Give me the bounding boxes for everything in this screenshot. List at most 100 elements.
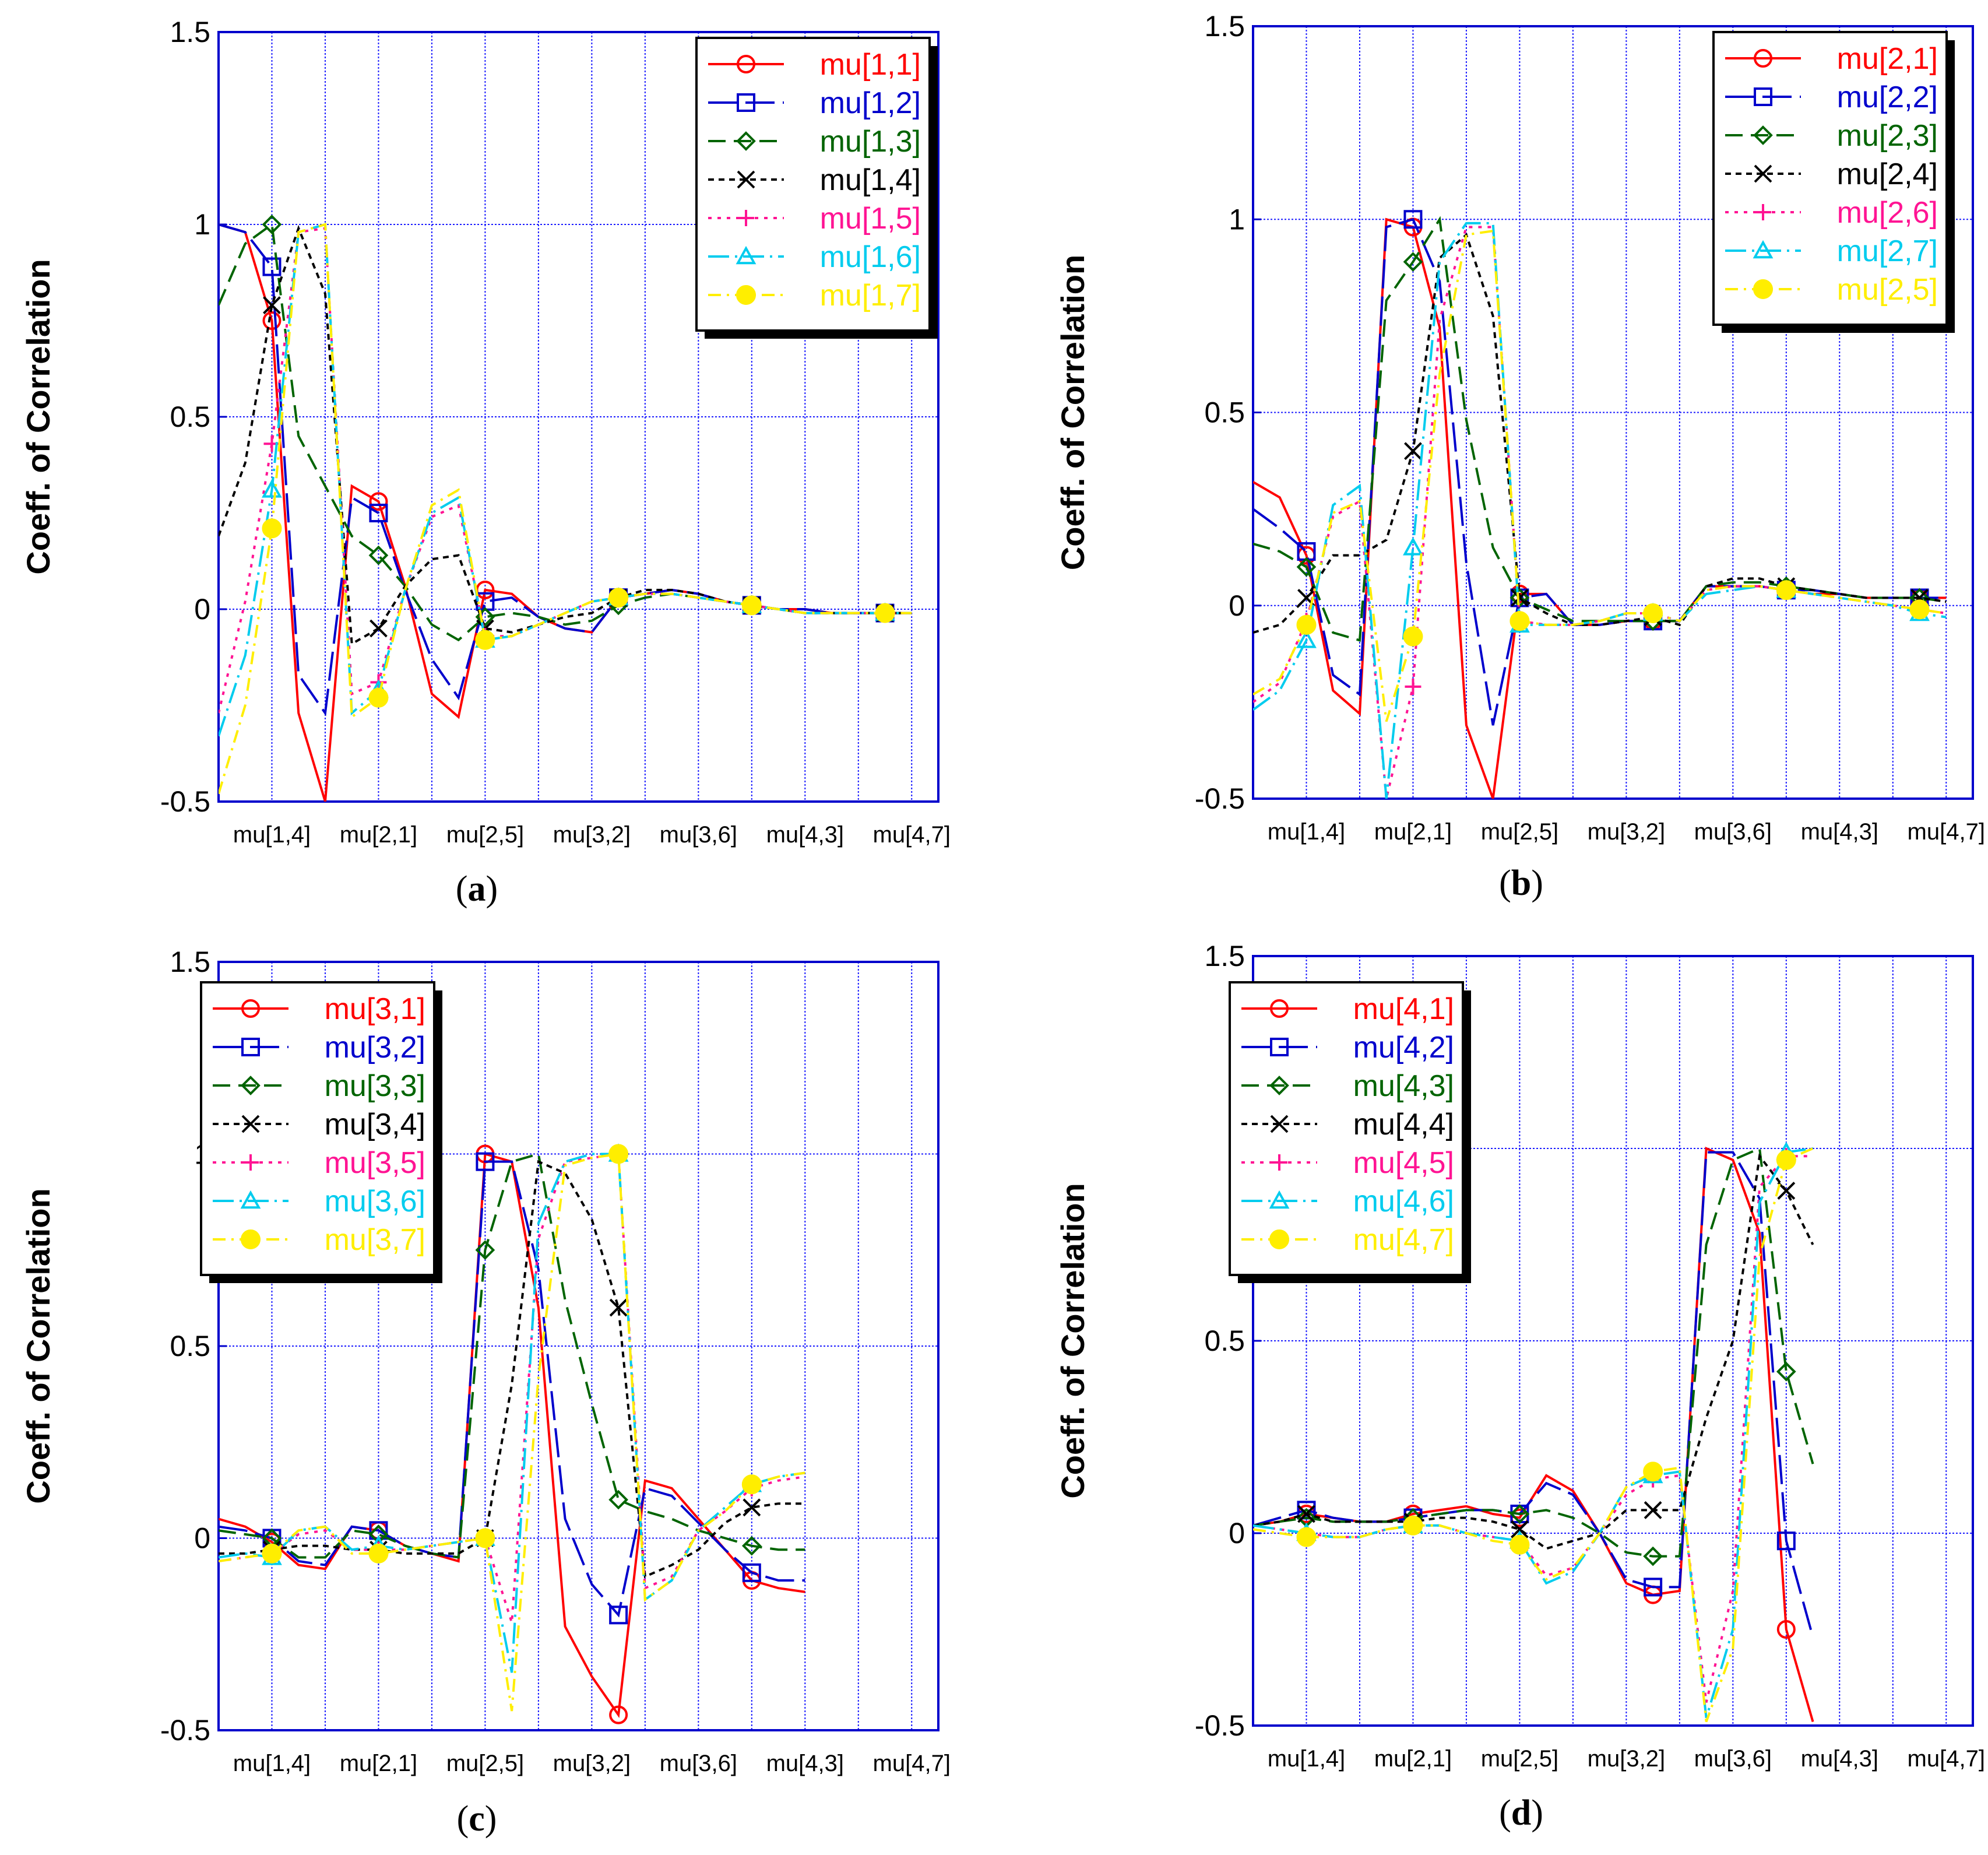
legend-label: mu[1,1] — [820, 48, 921, 82]
data-point — [1776, 580, 1796, 600]
data-point — [1776, 1620, 1796, 1639]
y-tick-label: 1.5 — [170, 946, 210, 978]
legend-label: mu[1,6] — [820, 240, 921, 274]
series-line-mu[2,5] — [1253, 229, 1947, 722]
legend-label: mu[2,1] — [1837, 42, 1938, 76]
x-tick-label: mu[3,6] — [1694, 819, 1772, 845]
legend-label: mu[3,2] — [325, 1031, 425, 1064]
data-point — [1510, 1520, 1529, 1538]
legend-marker — [242, 1154, 259, 1171]
series-group — [219, 1143, 805, 1724]
legend-label: mu[3,4] — [325, 1108, 425, 1141]
x-tick-label: mu[4,7] — [1908, 1746, 1985, 1772]
data-point — [608, 1489, 628, 1510]
legend-marker — [241, 1076, 261, 1095]
legend-label: mu[1,5] — [820, 202, 921, 236]
x-tick-label: mu[2,1] — [340, 822, 417, 848]
data-point — [609, 1705, 628, 1724]
series-line-mu[3,7] — [219, 1153, 805, 1712]
y-tick-label: 0 — [194, 593, 210, 626]
x-tick-label: mu[4,7] — [873, 1751, 951, 1776]
series-line-mu[4,6] — [1253, 1147, 1813, 1719]
data-point — [1296, 630, 1317, 648]
legend-marker — [738, 210, 754, 226]
data-point — [1510, 1534, 1530, 1555]
legend-marker — [241, 1229, 261, 1249]
data-point — [1644, 1501, 1662, 1519]
data-point — [743, 1498, 761, 1517]
series-line-mu[3,2] — [219, 1160, 805, 1618]
series-line-mu[4,5] — [1253, 1155, 1813, 1703]
data-point — [741, 1474, 762, 1495]
legend-marker — [1754, 87, 1772, 106]
data-point — [875, 603, 895, 623]
x-tick-label: mu[3,2] — [1588, 1746, 1665, 1772]
legend-marker — [1270, 1038, 1289, 1056]
data-point — [476, 1152, 495, 1171]
data-point — [608, 1144, 629, 1164]
y-axis-label: Coeff. of Correlation — [20, 259, 57, 574]
y-tick-label: -0.5 — [160, 785, 210, 818]
legend-label: mu[4,5] — [1353, 1146, 1454, 1180]
data-point — [1909, 599, 1930, 620]
legend-marker — [736, 245, 757, 265]
data-point — [368, 1543, 389, 1564]
legend-marker — [1753, 240, 1774, 259]
series-line-mu[4,4] — [1253, 1153, 1814, 1550]
legend-label: mu[2,2] — [1837, 80, 1938, 114]
data-point — [262, 1543, 282, 1564]
data-point — [1403, 537, 1423, 556]
x-tick-label: mu[2,5] — [446, 1751, 524, 1776]
data-point — [1296, 614, 1317, 635]
legend-marker — [1269, 1190, 1290, 1209]
data-point — [1776, 1531, 1796, 1551]
legend-marker — [1269, 1076, 1289, 1095]
data-point — [475, 1528, 495, 1548]
x-tick-label: mu[3,2] — [1588, 819, 1665, 845]
legend-label: mu[1,7] — [820, 279, 921, 312]
data-point — [262, 257, 282, 276]
data-point — [262, 311, 282, 330]
x-tick-label: mu[3,2] — [553, 822, 631, 848]
x-tick-label: mu[2,5] — [1481, 1746, 1558, 1772]
y-tick-label: 1.5 — [1204, 940, 1245, 972]
x-tick-label: mu[1,4] — [233, 1751, 311, 1776]
data-point — [1776, 1361, 1796, 1382]
y-tick-label: 1 — [194, 208, 210, 241]
x-tick-label: mu[4,3] — [766, 1751, 844, 1776]
panel-caption: (c) — [457, 1799, 497, 1839]
y-tick-label: 0.5 — [1204, 396, 1245, 429]
legend-box — [200, 981, 435, 1276]
data-point — [609, 1298, 628, 1317]
data-point — [263, 296, 281, 315]
chart-panel-b: 1.5 1 0.5 0 -0.5 mu[1,4] mu[2,1] mu[2,5] mu[3,2]… — [1054, 10, 1985, 903]
legend-label: mu[4,6] — [1353, 1185, 1454, 1218]
data-point — [1403, 210, 1423, 229]
y-axis-label: Coeff. of Correlation — [1054, 1183, 1091, 1498]
y-tick-label: 0.5 — [170, 1330, 210, 1362]
legend-marker — [1269, 1229, 1289, 1249]
data-point — [369, 504, 388, 522]
legend-label: mu[4,3] — [1353, 1069, 1454, 1103]
legend-label: mu[2,7] — [1837, 234, 1938, 268]
x-tick-label: mu[3,6] — [660, 822, 737, 848]
x-tick-label: mu[2,5] — [1481, 819, 1558, 845]
data-point — [262, 215, 282, 234]
series-line-mu[2,4] — [1253, 233, 1947, 634]
y-tick-label: -0.5 — [1195, 782, 1245, 815]
x-tick-label: mu[2,1] — [1374, 1746, 1452, 1772]
series-line-mu[3,4] — [219, 1160, 805, 1579]
y-tick-label: 0 — [1229, 1517, 1245, 1550]
data-point — [741, 1536, 762, 1556]
data-point — [1403, 626, 1423, 647]
legend-label: mu[1,4] — [820, 163, 921, 197]
chart-panel-d: 1.510.50-0.5mu[1,4]mu[2,1]mu[2,5]mu[3,2]… — [1054, 940, 1985, 1833]
legend-label: mu[3,3] — [325, 1069, 425, 1103]
series-group — [219, 215, 912, 802]
y-axis-label: Coeff. of Correlation — [20, 1188, 57, 1503]
legend: mu[3,1] mu[3,2] mu[3,3] mu[3,4] mu[3,5] mu[3,… — [200, 981, 442, 1283]
data-point — [1644, 1578, 1663, 1597]
x-tick-label: mu[4,3] — [1801, 1746, 1878, 1772]
legend: mu[1,1] mu[1,2] mu[1,3] mu[1,4] mu[1,5] mu[1,… — [695, 37, 938, 339]
